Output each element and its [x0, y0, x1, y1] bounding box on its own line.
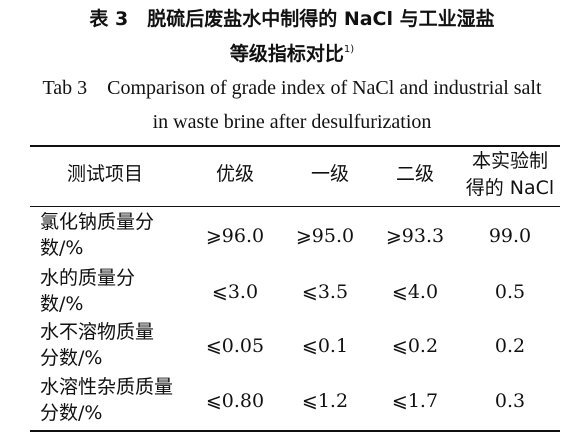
row3-superior: ⩽0.05: [205, 335, 265, 357]
row2-first: ⩽3.5: [301, 281, 349, 303]
row2-item-l2: 数/%: [40, 293, 84, 315]
caption-cn-line2: 等级指标对比1): [0, 38, 584, 66]
caption-footnote-mark: 1): [343, 44, 355, 55]
row2-second: ⩽4.0: [391, 281, 439, 303]
row3-second: ⩽0.2: [391, 335, 439, 357]
row4-superior: ⩽0.80: [205, 390, 265, 412]
row1-superior: ⩾96.0: [205, 225, 265, 247]
row1-first: ⩾95.0: [295, 225, 355, 247]
row4-second: ⩽1.7: [391, 390, 439, 412]
row4-first: ⩽1.2: [301, 390, 349, 412]
row1-this: 99.0: [488, 225, 532, 247]
row1-item-l1: 氯化钠质量分: [40, 211, 155, 233]
row3-item-l1: 水不溶物质量: [40, 321, 155, 343]
row3-this: 0.2: [494, 335, 526, 357]
table-header-rule: [30, 206, 560, 207]
header-second-grade: 二级: [395, 163, 434, 185]
header-superior-grade: 优级: [215, 163, 254, 185]
caption-en-line1: Tab 3 Comparison of grade index of NaCl …: [42, 77, 542, 99]
caption-cn-line1: 表 3 脱硫后废盐水中制得的 NaCl 与工业湿盐: [89, 8, 495, 30]
caption-en-line2: in waste brine after desulfurization: [152, 111, 432, 133]
row4-item-l1: 水溶性杂质质量: [40, 376, 174, 398]
header-this-experiment-l1: 本实验制: [471, 150, 548, 172]
header-first-grade: 一级: [310, 163, 349, 185]
header-test-item: 测试项目: [66, 163, 143, 185]
table-bottom-rule: [30, 430, 560, 432]
row1-second: ⩾93.3: [385, 225, 445, 247]
header-this-experiment-l2: 得的 NaCl: [465, 177, 555, 199]
row2-this: 0.5: [494, 281, 526, 303]
caption-cn-line2-text: 等级指标对比: [229, 43, 344, 65]
row4-item-l2: 分数/%: [40, 402, 103, 424]
row3-item-l2: 分数/%: [40, 347, 103, 369]
row1-item-l2: 数/%: [40, 237, 84, 259]
row4-this: 0.3: [494, 390, 526, 412]
row2-item-l1: 水的质量分: [40, 267, 136, 289]
table-top-rule: [30, 145, 560, 147]
row3-first: ⩽0.1: [301, 335, 349, 357]
row2-superior: ⩽3.0: [211, 281, 259, 303]
